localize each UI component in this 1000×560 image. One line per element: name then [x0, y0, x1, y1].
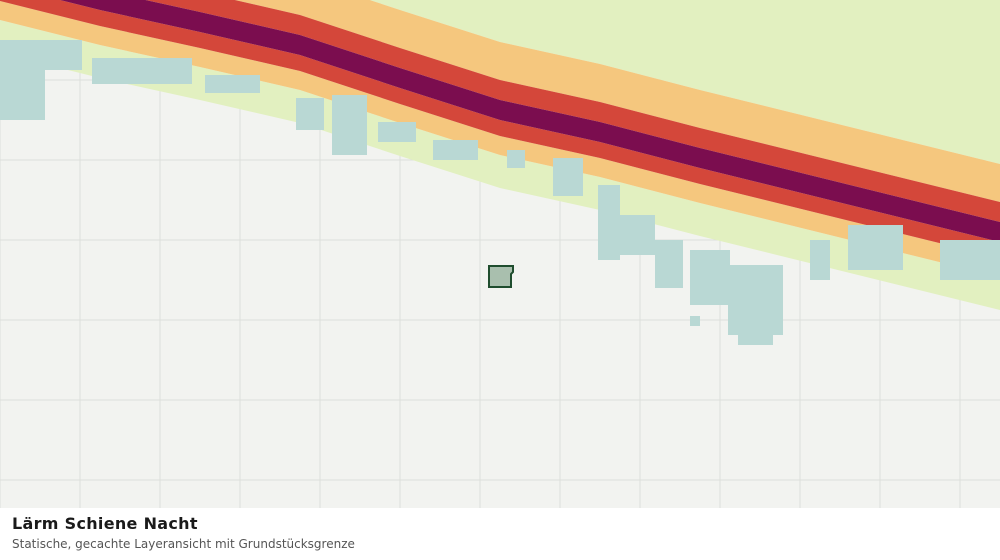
band-low [234, 0, 1000, 202]
low-noise-patches [0, 40, 1000, 345]
map-title: Lärm Schiene Nacht [12, 514, 198, 533]
patch [378, 122, 416, 142]
patch [848, 225, 903, 270]
band-lowest [369, 0, 1000, 164]
map-view [0, 0, 1000, 508]
patch [940, 240, 1000, 280]
patch [810, 240, 830, 280]
map-subtitle: Statische, gecachte Layeransicht mit Gru… [12, 537, 355, 551]
patch [553, 158, 583, 196]
patch [690, 316, 700, 326]
patch [0, 65, 45, 120]
patch [433, 140, 478, 160]
band-high [0, 0, 1000, 258]
patch [738, 330, 773, 345]
patch [205, 75, 260, 93]
patch [728, 265, 783, 335]
parcel-boundary [488, 265, 514, 288]
patch [598, 185, 620, 260]
band-low [0, 1, 1000, 277]
patch [690, 250, 730, 305]
patch [507, 150, 525, 168]
band-highest [60, 0, 1000, 242]
patch [655, 240, 683, 288]
patch [620, 215, 655, 255]
patch [92, 58, 192, 84]
patch [332, 95, 367, 155]
patch [296, 98, 324, 130]
caption-bar: Lärm Schiene Nacht Statische, gecachte L… [0, 508, 1000, 560]
band-high [145, 0, 1000, 222]
